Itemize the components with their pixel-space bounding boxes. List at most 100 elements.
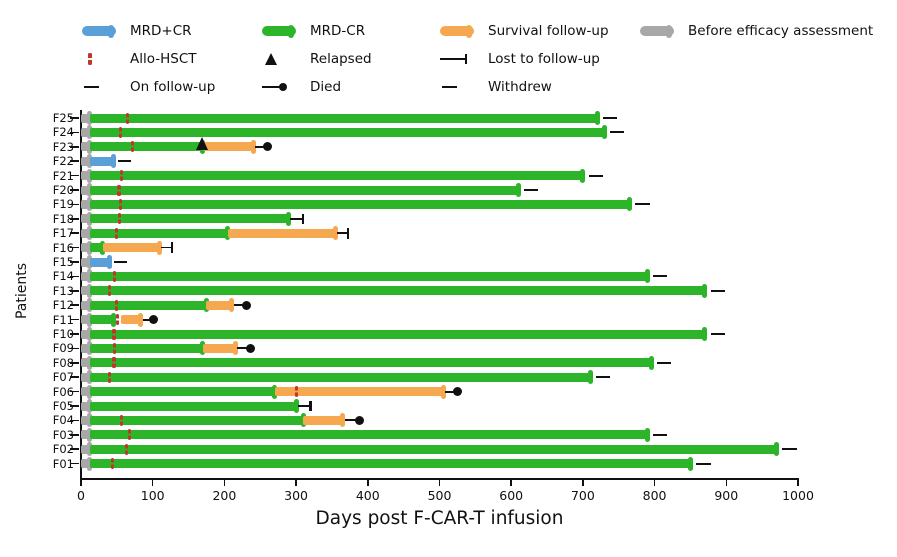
follow-up-dash	[782, 448, 797, 451]
died-line	[445, 390, 455, 393]
segment-mrd_neg	[89, 343, 203, 353]
segment-mrd_neg	[89, 271, 648, 281]
legend-swatch-cap-survival-follow-up	[466, 24, 472, 38]
row-label-f22: F22	[52, 154, 74, 169]
row-label-f01: F01	[52, 456, 74, 471]
segment-before	[81, 199, 90, 209]
legend-swatch-cap-mrd-cr	[288, 24, 294, 38]
legend-label-allo-hsct: Allo-HSCT	[130, 51, 197, 67]
died-line	[237, 347, 248, 350]
segment-before	[81, 459, 90, 469]
x-tick	[367, 480, 369, 486]
segment-cap-mrd_neg	[580, 168, 586, 183]
row-label-f16: F16	[52, 240, 74, 255]
segment-mrd_neg	[89, 444, 777, 454]
segment-mrd_neg	[89, 127, 605, 137]
legend-label-on-follow-up: On follow-up	[130, 79, 216, 95]
follow-up-dash	[524, 189, 539, 191]
lost-line	[290, 217, 304, 220]
segment-before	[81, 315, 90, 325]
segment-cap-mrd_neg	[644, 269, 650, 284]
allo-hsct-tick	[113, 270, 117, 282]
segment-before	[81, 329, 90, 339]
segment-before	[81, 300, 90, 310]
segment-mrd_neg	[89, 315, 114, 325]
segment-cap-mrd_neg	[773, 442, 779, 457]
segment-cap-mrd_neg	[702, 283, 708, 298]
follow-up-dash	[610, 131, 625, 134]
segment-before	[81, 415, 90, 425]
segment-before	[81, 228, 90, 238]
segment-before	[81, 444, 90, 454]
segment-cap-mrd_neg	[594, 111, 600, 125]
legend-dash	[84, 86, 99, 88]
segment-mrd_neg	[89, 300, 207, 310]
row-label-f15: F15	[52, 255, 74, 269]
allo-hsct-tick	[112, 328, 116, 340]
segment-mrd_neg	[89, 387, 275, 397]
allo-hsct-tick	[108, 285, 112, 297]
segment-before	[81, 257, 90, 267]
follow-up-dash	[710, 333, 725, 335]
y-tick	[70, 419, 79, 422]
segment-mrd_neg	[89, 214, 289, 224]
y-tick	[70, 117, 79, 119]
follow-up-dash	[635, 203, 650, 206]
segment-cap-survival	[250, 139, 256, 154]
y-tick	[70, 232, 79, 234]
segment-before	[81, 372, 90, 382]
segment-mrd_neg	[89, 329, 705, 339]
row-label-f21: F21	[52, 168, 74, 183]
legend-swatch-survival-follow-up	[440, 26, 474, 36]
segment-cap-mrd_neg	[627, 197, 632, 212]
legend-died-circle-icon	[279, 83, 287, 91]
segment-before	[81, 430, 90, 440]
y-tick	[70, 261, 79, 263]
died-circle-icon	[262, 142, 272, 152]
x-tick-label: 800	[642, 488, 667, 503]
lost-line	[297, 405, 311, 407]
segment-mrd_neg	[89, 372, 591, 382]
segment-cap-mrd_neg	[687, 456, 693, 471]
row-label-f17: F17	[52, 226, 74, 241]
x-tick-label: 600	[499, 488, 524, 503]
row-label-f11: F11	[52, 312, 74, 327]
row-label-f08: F08	[52, 355, 74, 370]
segment-survival	[206, 300, 232, 310]
row-label-f10: F10	[52, 327, 74, 341]
x-tick-label: 0	[77, 488, 85, 503]
row-label-f05: F05	[52, 399, 74, 413]
row-label-f02: F02	[52, 442, 74, 457]
allo-hsct-tick	[108, 371, 112, 383]
segment-cap-mrd_neg	[286, 211, 292, 226]
x-tick	[725, 480, 728, 486]
legend-swatch-mrd-cr	[262, 26, 296, 36]
allo-hsct-tick	[128, 429, 132, 441]
x-tick-label: 700	[570, 488, 595, 503]
legend-dash	[442, 86, 457, 88]
y-axis-line	[80, 110, 82, 480]
segment-before	[81, 171, 90, 181]
legend-swatch-cap-before-efficacy-assessment	[666, 24, 672, 38]
row-label-f13: F13	[52, 283, 74, 298]
y-tick	[70, 246, 79, 249]
allo-hsct-tick	[124, 443, 128, 455]
segment-survival	[102, 243, 160, 253]
segment-mrd_pos	[89, 257, 110, 267]
relapsed-triangle-icon	[196, 137, 209, 151]
y-tick	[70, 448, 79, 450]
legend-swatch-mrd-cr	[82, 26, 116, 36]
follow-up-dash	[653, 433, 668, 436]
segment-before	[81, 271, 90, 281]
row-label-f18: F18	[52, 211, 74, 226]
allo-hsct-tick	[294, 386, 298, 398]
segment-before	[81, 343, 90, 353]
died-line	[142, 318, 151, 321]
segment-cap-survival	[157, 240, 163, 255]
allo-hsct-tick	[117, 184, 121, 196]
segment-mrd_neg	[89, 401, 297, 411]
legend-label-mrd-cr: MRD+CR	[130, 23, 192, 39]
segment-before	[81, 156, 90, 166]
segment-survival	[303, 415, 343, 425]
y-tick	[70, 189, 79, 191]
